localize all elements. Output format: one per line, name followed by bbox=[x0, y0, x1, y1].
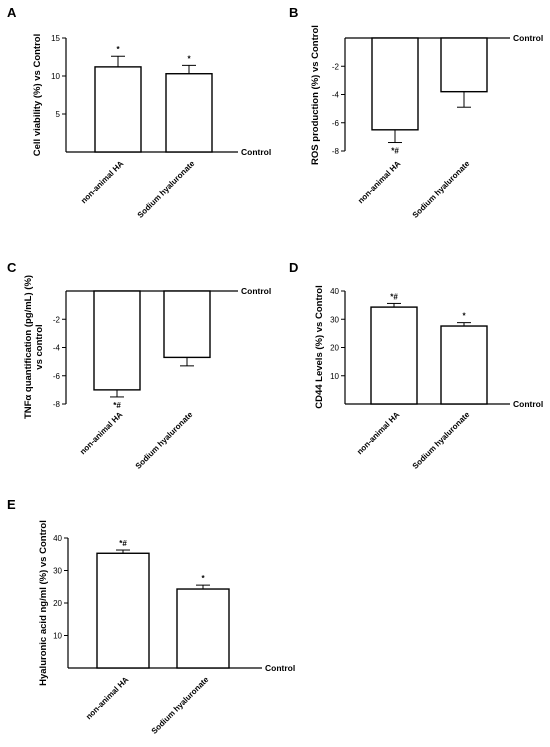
panel-letter: C bbox=[7, 260, 17, 275]
bar-non-animal-ha bbox=[93, 290, 141, 391]
category-label: Sodium hyaluronate bbox=[411, 410, 472, 471]
significance-label: *# bbox=[390, 292, 398, 301]
bar-sodium-hyaluronate bbox=[176, 588, 230, 669]
y-tick-label: -8 bbox=[53, 400, 61, 409]
bar-non-animal-ha bbox=[370, 306, 418, 405]
bar-sodium-hyaluronate bbox=[165, 73, 213, 153]
panel-d: D 10 20 30 40 Control *# non-animal HA * Sodium h… bbox=[289, 260, 543, 471]
y-tick-label: 10 bbox=[51, 72, 60, 81]
y-tick-label: -8 bbox=[332, 147, 340, 156]
category-label: non-animal HA bbox=[84, 675, 130, 721]
y-tick-label: 40 bbox=[53, 534, 62, 543]
y-tick-label: 10 bbox=[330, 372, 339, 381]
y-tick-label: 5 bbox=[56, 110, 61, 119]
panel-a: A 5 10 15 Control * non-animal HA * Sodium hyalu… bbox=[7, 5, 271, 220]
baseline-label: Control bbox=[265, 663, 295, 673]
panel-b: B -2 -4 -6 -8 Control *# non-animal HA Sodium hy… bbox=[289, 5, 543, 220]
category-label: Sodium hyaluronate bbox=[150, 675, 211, 736]
y-tick-label: 20 bbox=[330, 344, 339, 353]
y-tick-label: -6 bbox=[53, 372, 61, 381]
y-axis-title: Cell viability (%) vs Control bbox=[32, 34, 43, 156]
y-tick-label: 30 bbox=[53, 567, 62, 576]
bar-sodium-hyaluronate bbox=[440, 325, 488, 405]
baseline-label: Control bbox=[241, 286, 271, 296]
panel-e: E 10 20 30 40 Control *# non-animal HA * Sodium h… bbox=[7, 497, 295, 736]
baseline-label: Control bbox=[513, 399, 543, 409]
bar-non-animal-ha bbox=[371, 37, 419, 131]
y-axis-title: TNFα quantification (pg/mL) (%) bbox=[23, 275, 34, 419]
significance-label: * bbox=[462, 312, 466, 321]
significance-label: *# bbox=[113, 401, 121, 410]
significance-label: *# bbox=[391, 147, 399, 156]
significance-label: * bbox=[187, 54, 191, 63]
y-tick-label: 20 bbox=[53, 599, 62, 608]
bar-sodium-hyaluronate bbox=[163, 290, 211, 359]
category-label: Sodium hyaluronate bbox=[136, 159, 197, 220]
panel-letter: B bbox=[289, 5, 298, 20]
category-label: Sodium hyaluronate bbox=[134, 410, 195, 471]
y-axis-title: vs control bbox=[34, 324, 45, 369]
y-axis-title: CD44 Levels (%) vs Control bbox=[314, 285, 325, 409]
panel-letter: D bbox=[289, 260, 298, 275]
category-label: Sodium hyaluronate bbox=[411, 159, 472, 220]
y-tick-label: 40 bbox=[330, 287, 339, 296]
significance-label: *# bbox=[119, 539, 127, 548]
y-tick-label: -2 bbox=[53, 315, 61, 324]
baseline-label: Control bbox=[241, 147, 271, 157]
y-tick-label: 10 bbox=[53, 632, 62, 641]
baseline-label: Control bbox=[513, 33, 543, 43]
category-label: non-animal HA bbox=[356, 159, 402, 205]
category-label: non-animal HA bbox=[355, 410, 401, 456]
y-axis-title: Hyaluronic acid ng/ml (%) vs Control bbox=[38, 520, 49, 686]
panel-letter: E bbox=[7, 497, 16, 512]
bar-sodium-hyaluronate bbox=[440, 37, 488, 93]
y-tick-label: 15 bbox=[51, 34, 60, 43]
y-tick-label: -4 bbox=[332, 91, 340, 100]
panel-letter: A bbox=[7, 5, 17, 20]
y-tick-label: 30 bbox=[330, 315, 339, 324]
bar-non-animal-ha bbox=[96, 552, 150, 669]
significance-label: * bbox=[201, 574, 205, 583]
panel-c: C -2 -4 -6 -8 Control *#non-animal HA Sodium hy… bbox=[7, 260, 271, 471]
significance-label: * bbox=[116, 45, 120, 54]
category-label: non-animal HA bbox=[79, 159, 125, 205]
category-label: non-animal HA bbox=[78, 410, 124, 456]
bar-non-animal-ha bbox=[94, 66, 142, 153]
y-tick-label: -6 bbox=[332, 119, 340, 128]
y-tick-label: -2 bbox=[332, 62, 340, 71]
y-tick-label: -4 bbox=[53, 344, 61, 353]
y-axis-title: ROS production (%) vs Control bbox=[310, 25, 321, 165]
